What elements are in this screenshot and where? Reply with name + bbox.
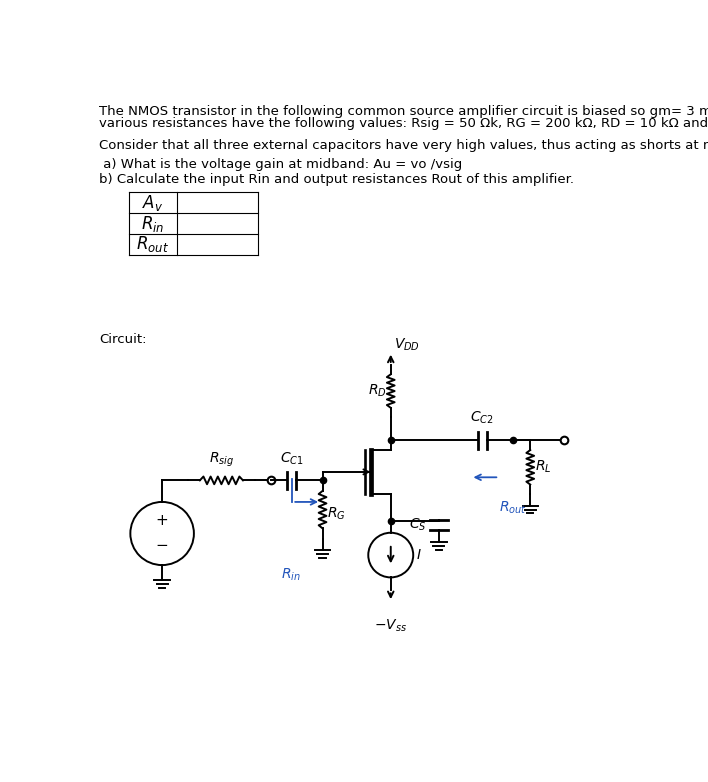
- Text: $R_G$: $R_G$: [327, 505, 346, 522]
- Text: $A_v$: $A_v$: [142, 193, 164, 213]
- Text: $V_{DD}$: $V_{DD}$: [394, 337, 420, 353]
- Text: $C_{C2}$: $C_{C2}$: [470, 410, 494, 426]
- Text: various resistances have the following values: Rsig = 50 Ωk, RG = 200 kΩ, RD = 1: various resistances have the following v…: [99, 117, 708, 130]
- Text: $R_L$: $R_L$: [535, 459, 552, 475]
- Text: $R_D$: $R_D$: [368, 383, 387, 400]
- Text: Circuit:: Circuit:: [99, 332, 147, 346]
- Text: −: −: [156, 538, 169, 553]
- Text: $-V_{ss}$: $-V_{ss}$: [375, 618, 407, 634]
- Text: +: +: [156, 513, 169, 529]
- Text: $I$: $I$: [416, 548, 422, 562]
- Text: The NMOS transistor in the following common source amplifier circuit is biased s: The NMOS transistor in the following com…: [99, 105, 708, 117]
- Text: $C_{C1}$: $C_{C1}$: [280, 451, 304, 468]
- Text: $R_{out}$: $R_{out}$: [137, 235, 169, 254]
- Text: $R_{in}$: $R_{in}$: [280, 567, 301, 583]
- Text: b) Calculate the input Rin and output resistances Rout of this amplifier.: b) Calculate the input Rin and output re…: [99, 173, 574, 186]
- Text: a) What is the voltage gain at midband: Au = vo /vsig: a) What is the voltage gain at midband: …: [99, 158, 462, 170]
- Text: $R_{sig}$: $R_{sig}$: [209, 450, 234, 469]
- Text: $R_{out}$: $R_{out}$: [499, 500, 527, 516]
- Text: Consider that all three external capacitors have very high values, thus acting a: Consider that all three external capacit…: [99, 138, 708, 152]
- Text: $R_{in}$: $R_{in}$: [141, 213, 164, 234]
- Text: $C_S$: $C_S$: [409, 517, 426, 533]
